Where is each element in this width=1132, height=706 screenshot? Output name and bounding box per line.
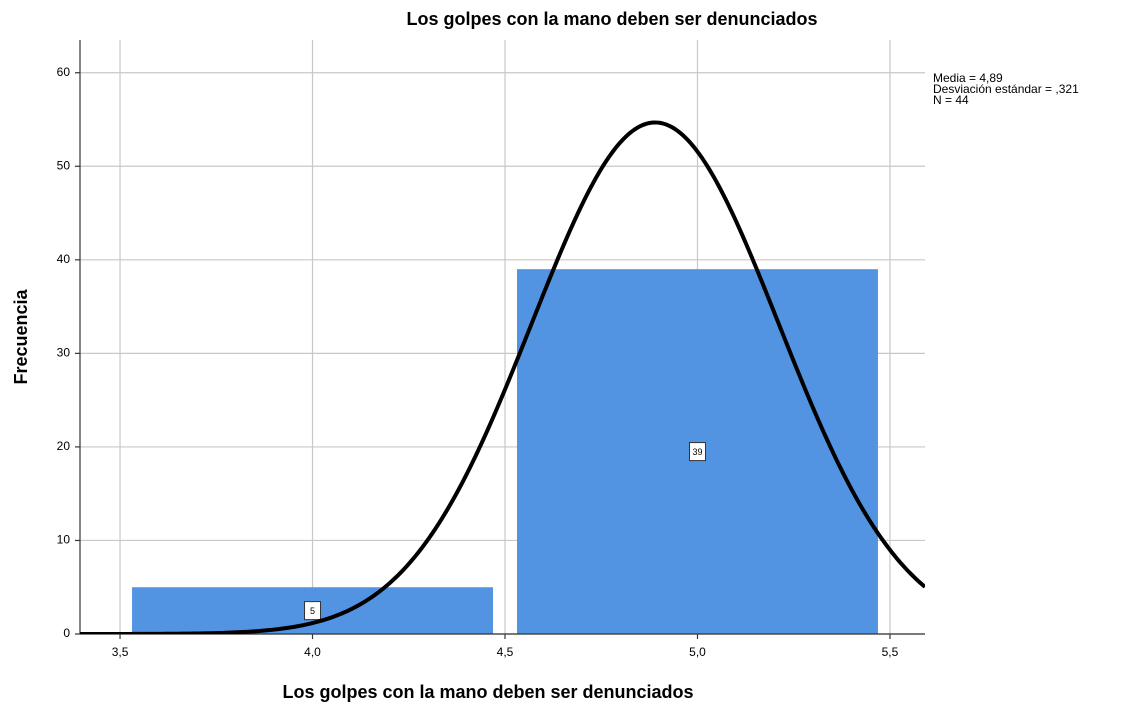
- value-label-bg: [688, 442, 706, 462]
- y-axis-title: Frecuencia: [11, 288, 31, 384]
- y-tick-label: 30: [57, 346, 71, 360]
- x-tick-label: 5,0: [689, 645, 706, 659]
- stat-label: Media = 4,89: [933, 71, 1003, 85]
- y-tick-label: 10: [57, 533, 71, 547]
- stat-label: Desviación estándar = ,321: [933, 82, 1079, 96]
- y-tick-label: 0: [63, 626, 70, 640]
- value-label: 39: [692, 447, 702, 457]
- value-label-box: 39: [688, 442, 706, 462]
- x-tick-label: 3,5: [112, 645, 129, 659]
- x-tick-label: 5,5: [882, 645, 899, 659]
- y-tick-label: 20: [57, 439, 71, 453]
- y-tick-label: 50: [57, 158, 71, 172]
- y-tick-label: 40: [57, 252, 71, 266]
- value-label: 5: [310, 606, 315, 616]
- x-tick-label: 4,0: [304, 645, 321, 659]
- value-label-bg: [304, 601, 322, 621]
- value-label-box: 5: [304, 601, 322, 621]
- stat-label: N = 44: [933, 93, 969, 107]
- normal-curve: [80, 120, 925, 634]
- x-tick-label: 4,5: [497, 645, 514, 659]
- y-tick-label: 60: [57, 65, 71, 79]
- x-axis-title: Los golpes con la mano deben ser denunci…: [282, 682, 693, 702]
- chart-title: Los golpes con la mano deben ser denunci…: [406, 9, 817, 29]
